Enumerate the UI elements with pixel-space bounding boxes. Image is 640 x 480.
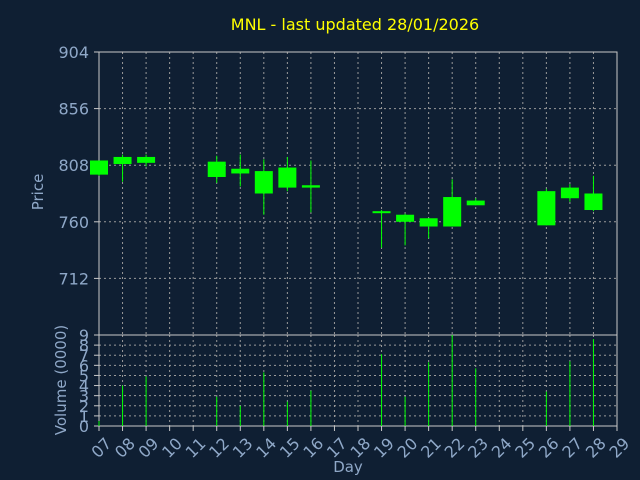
candle-body [90, 160, 108, 175]
candle-body [301, 185, 320, 188]
volume-tick-label: 9 [79, 326, 89, 345]
candle-body [584, 193, 603, 211]
volume-tick-label: 7 [79, 346, 89, 365]
volume-tick-label: 6 [79, 356, 89, 375]
candle-body [254, 171, 273, 194]
x-axis-label: Day [333, 458, 363, 476]
candle-body [231, 168, 250, 174]
volume-tick-label: 8 [79, 336, 89, 355]
volume-tick-label: 3 [79, 387, 89, 406]
x-tick-label: 29 [605, 434, 633, 462]
price-tick-label: 856 [58, 100, 89, 119]
price-tick-label: 904 [58, 43, 89, 62]
candle-body [278, 167, 297, 188]
candle-body [419, 218, 438, 227]
candle-body [137, 156, 156, 163]
candle-body [396, 214, 415, 222]
candle-body [537, 191, 556, 226]
volume-tick-label: 0 [79, 417, 89, 436]
candle-body [443, 197, 462, 227]
chart-title: MNL - last updated 28/01/2026 [231, 15, 479, 34]
candle-body [560, 187, 579, 199]
volume-tick-label: 2 [79, 397, 89, 416]
price-tick-label: 712 [58, 269, 89, 288]
volume-axis-label: Volume (0000) [52, 325, 70, 435]
candle-body [113, 156, 132, 165]
candle-body [372, 211, 391, 214]
candle-body [207, 161, 226, 177]
price-panel: 904 856 808 760 712 [58, 43, 618, 336]
price-tick-label: 808 [58, 156, 89, 175]
volume-tick-label: 1 [79, 407, 89, 426]
price-axis-label: Price [29, 174, 47, 211]
price-tick-label: 760 [58, 213, 89, 232]
candle-body [466, 200, 485, 206]
x-axis: 0708091011121314151617181920212223242526… [87, 426, 633, 462]
volume-tick-label: 4 [79, 377, 89, 396]
volume-tick-label: 5 [79, 366, 89, 385]
